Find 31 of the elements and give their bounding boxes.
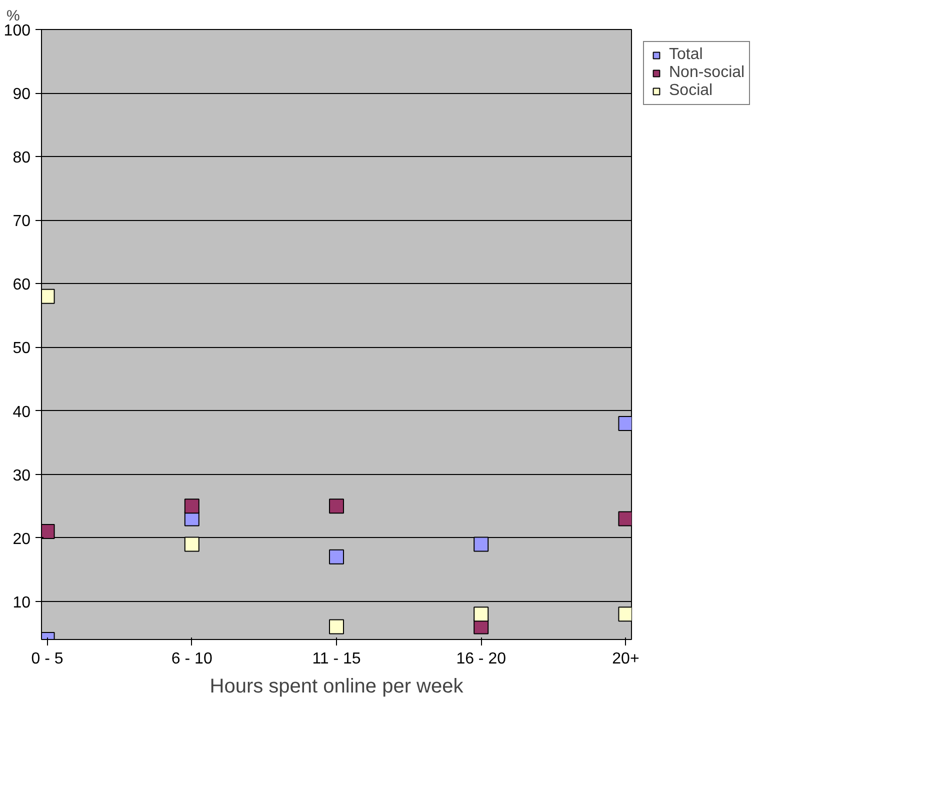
x-tick-label: 16 - 20 <box>456 650 506 668</box>
legend-label: Social <box>669 82 713 100</box>
y-tick-label: 80 <box>12 150 31 167</box>
point <box>184 498 200 514</box>
x-tick-label: 6 - 10 <box>171 650 212 668</box>
y-tick-label: 60 <box>12 276 31 294</box>
x-tick-label: 11 - 15 <box>312 650 361 668</box>
legend-label: Total <box>669 46 703 64</box>
y-tick-label: 40 <box>12 404 31 421</box>
x-axis-title: Hours spent online per week <box>210 676 464 698</box>
point <box>329 498 344 514</box>
x-tick-label: 20+ <box>612 650 640 668</box>
point <box>618 511 632 526</box>
y-axis-title: % <box>6 8 20 24</box>
y-tick-label: 30 <box>12 467 31 484</box>
point <box>184 536 200 552</box>
point <box>618 606 632 622</box>
point <box>42 524 55 539</box>
point <box>474 606 489 622</box>
legend-label: Non-social <box>669 64 745 82</box>
y-tick-label: 70 <box>12 213 31 230</box>
point <box>474 536 489 552</box>
point <box>329 619 344 634</box>
point <box>329 549 344 564</box>
y-tick-label: 90 <box>12 86 31 104</box>
y-tick-label: 20 <box>12 530 31 548</box>
point <box>42 288 55 304</box>
y-tick-label: 100 <box>4 22 31 40</box>
y-tick-label: 10 <box>12 594 31 612</box>
x-tick-label: 0 - 5 <box>31 650 64 668</box>
y-tick-label: 50 <box>12 340 31 358</box>
